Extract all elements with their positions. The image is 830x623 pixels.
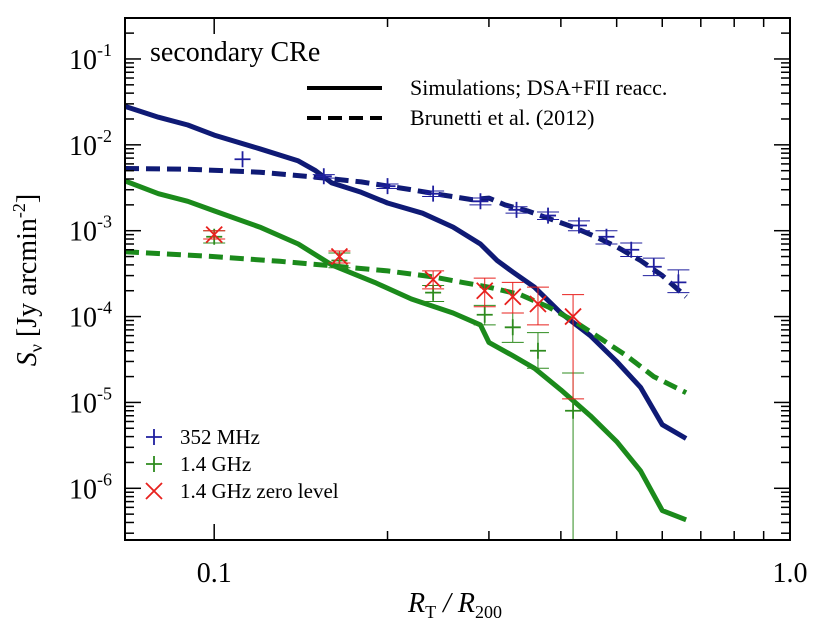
y-axis-label: Sν [Jy arcmin-2] [9,194,46,366]
point-352mhz [598,228,615,245]
axis-ticks: 0.1 1.0 10-1 10-2 10-3 10-4 10-5 10-6 [69,18,808,589]
point-352mhz [379,178,396,195]
point-zero-level [476,282,494,300]
legend-label-1: 1.4 GHz [180,452,251,476]
series-line-blue-solid [125,104,688,441]
y-tick-label: 10-5 [69,383,112,419]
y-tick-label: 10-6 [69,469,112,505]
point-zero-level [564,307,582,326]
series-line-blue-dashed [125,166,688,299]
point-zero-level [205,225,223,244]
annotation-secondary-cre: secondary CRe [150,37,320,68]
point-zero-level [424,270,442,289]
x-tick-label: 0.1 [197,558,232,589]
y-tick-label: 10-3 [69,212,112,248]
point-1p4ghz [504,319,521,336]
point-352mhz [234,151,251,168]
point-352mhz [623,241,640,258]
y-tick-label: 10-4 [69,298,112,334]
point-352mhz [425,185,442,202]
point-1p4ghz [476,306,493,323]
point-352mhz [508,201,525,218]
legend-marker-plus [146,429,162,445]
point-352mhz [540,207,557,224]
series-line-green-solid [125,178,688,523]
x-axis-label: RT / R200 [407,588,502,622]
point-zero-level [330,247,349,266]
legend-marker-plus [146,456,162,472]
marker-legend: 352 MHz 1.4 GHz 1.4 GHz zero level [145,425,339,503]
point-1p4ghz [565,402,582,419]
y-tick-label: 10-1 [69,40,112,76]
point-352mhz [670,274,687,291]
point-352mhz [645,258,662,275]
plot-area [125,104,690,540]
legend-marker-cross [145,482,163,500]
legend-label-2: 1.4 GHz zero level [180,479,339,503]
legend-label-dashed: Brunetti et al. (2012) [410,105,595,130]
point-352mhz [315,168,332,185]
y-tick-label: 10-2 [69,126,112,162]
point-352mhz [570,217,587,234]
point-1p4ghz [529,342,546,359]
point-352mhz [472,193,489,210]
x-tick-label: 1.0 [773,558,808,589]
point-zero-level [529,295,547,313]
legend-label-0: 352 MHz [180,425,260,449]
line-legend: Simulations; DSA+FII reacc. Brunetti et a… [307,75,667,130]
legend-label-solid: Simulations; DSA+FII reacc. [410,75,667,100]
series-line-green-dashed [125,249,688,395]
point-zero-level [504,288,522,306]
plot-frame [124,17,791,541]
